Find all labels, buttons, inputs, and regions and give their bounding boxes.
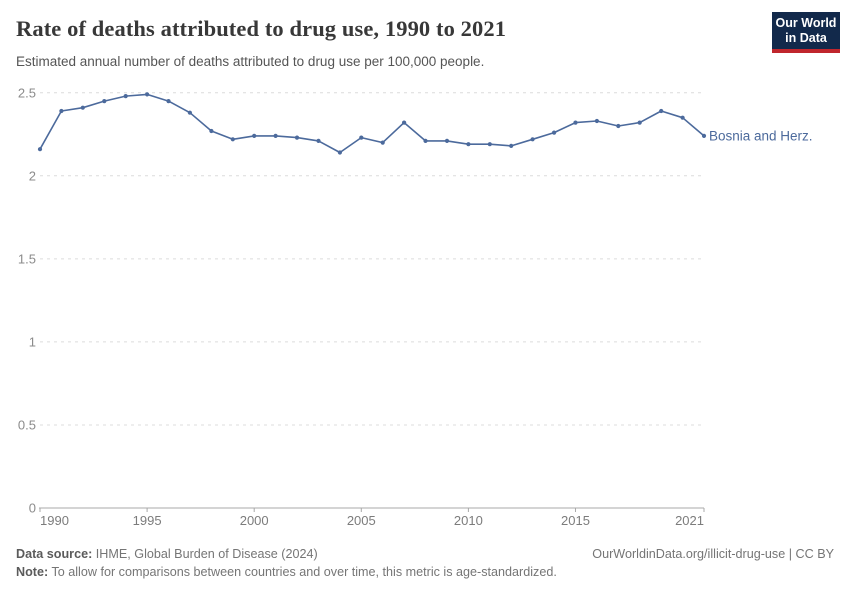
x-tick-label: 1995	[133, 513, 162, 528]
y-tick-label: 0.5	[18, 417, 36, 432]
y-tick-label: 2.5	[18, 85, 36, 100]
data-point-marker	[701, 133, 707, 138]
data-line[interactable]	[39, 93, 705, 154]
x-tick-label: 2010	[454, 513, 483, 528]
y-tick-label: 2	[29, 168, 36, 183]
data-point-marker	[573, 120, 578, 125]
data-point-marker	[359, 135, 364, 140]
data-point-marker	[594, 118, 600, 124]
data-point-marker	[80, 105, 85, 110]
x-tick-label: 1990	[40, 513, 69, 528]
x-tick-label: 2015	[561, 513, 590, 528]
data-point-marker	[380, 140, 385, 145]
data-point-marker	[102, 99, 107, 104]
data-point-marker	[123, 94, 128, 99]
chart-footer: Data source: IHME, Global Burden of Dise…	[16, 547, 834, 579]
x-tick-label: 2000	[240, 513, 269, 528]
attribution-link[interactable]: OurWorldinData.org/illicit-drug-use | CC…	[592, 547, 834, 561]
x-tick-label: 2021	[675, 513, 704, 528]
owid-logo[interactable]: Our World in Data	[772, 12, 840, 53]
data-point-marker	[487, 142, 492, 147]
data-point-marker	[187, 110, 192, 115]
data-point-marker	[659, 108, 664, 114]
data-point-marker	[145, 92, 150, 97]
y-tick-label: 1	[29, 334, 36, 349]
x-tick-label: 2005	[347, 513, 376, 528]
data-point-marker	[637, 120, 642, 125]
page-title: Rate of deaths attributed to drug use, 1…	[16, 16, 507, 41]
data-source-text: Data source: IHME, Global Burden of Dise…	[16, 547, 318, 561]
data-point-marker	[466, 142, 471, 147]
note-label: Note:	[16, 565, 49, 579]
data-point-marker	[444, 138, 450, 143]
data-point-marker	[59, 108, 64, 114]
note-text: Note: To allow for comparisons between c…	[16, 565, 557, 579]
data-point-marker	[402, 120, 407, 125]
data-point-marker	[530, 137, 535, 142]
owid-logo-line2: in Data	[785, 30, 827, 45]
data-source-label: Data source:	[16, 547, 93, 561]
data-point-marker	[616, 123, 621, 129]
line-chart: 0 0.5 1 1.5 2 2.5 1990 1995 2000 2005 2010 2015 2021…	[0, 80, 850, 540]
data-point-marker	[509, 143, 514, 148]
data-point-marker	[423, 138, 428, 143]
data-point-marker	[294, 135, 300, 140]
data-point-marker	[166, 99, 171, 104]
series-label[interactable]: Bosnia and Herz.	[709, 128, 813, 143]
data-point-marker	[37, 147, 43, 152]
owid-logo-line1: Our World	[775, 15, 837, 30]
data-point-marker	[273, 133, 278, 138]
data-point-marker	[209, 128, 214, 134]
data-point-marker	[337, 150, 342, 155]
data-point-marker	[230, 137, 235, 142]
chart-canvas: 0 0.5 1 1.5 2 2.5 1990 1995 2000 2005 2010 2015 2021…	[18, 85, 813, 528]
data-point-marker	[316, 138, 321, 143]
chart-subtitle: Estimated annual number of deaths attrib…	[16, 54, 485, 69]
data-point-marker	[680, 115, 685, 120]
data-point-marker	[552, 130, 557, 135]
y-tick-label: 0	[29, 501, 36, 516]
data-point-marker	[252, 133, 257, 138]
y-tick-label: 1.5	[18, 251, 36, 266]
